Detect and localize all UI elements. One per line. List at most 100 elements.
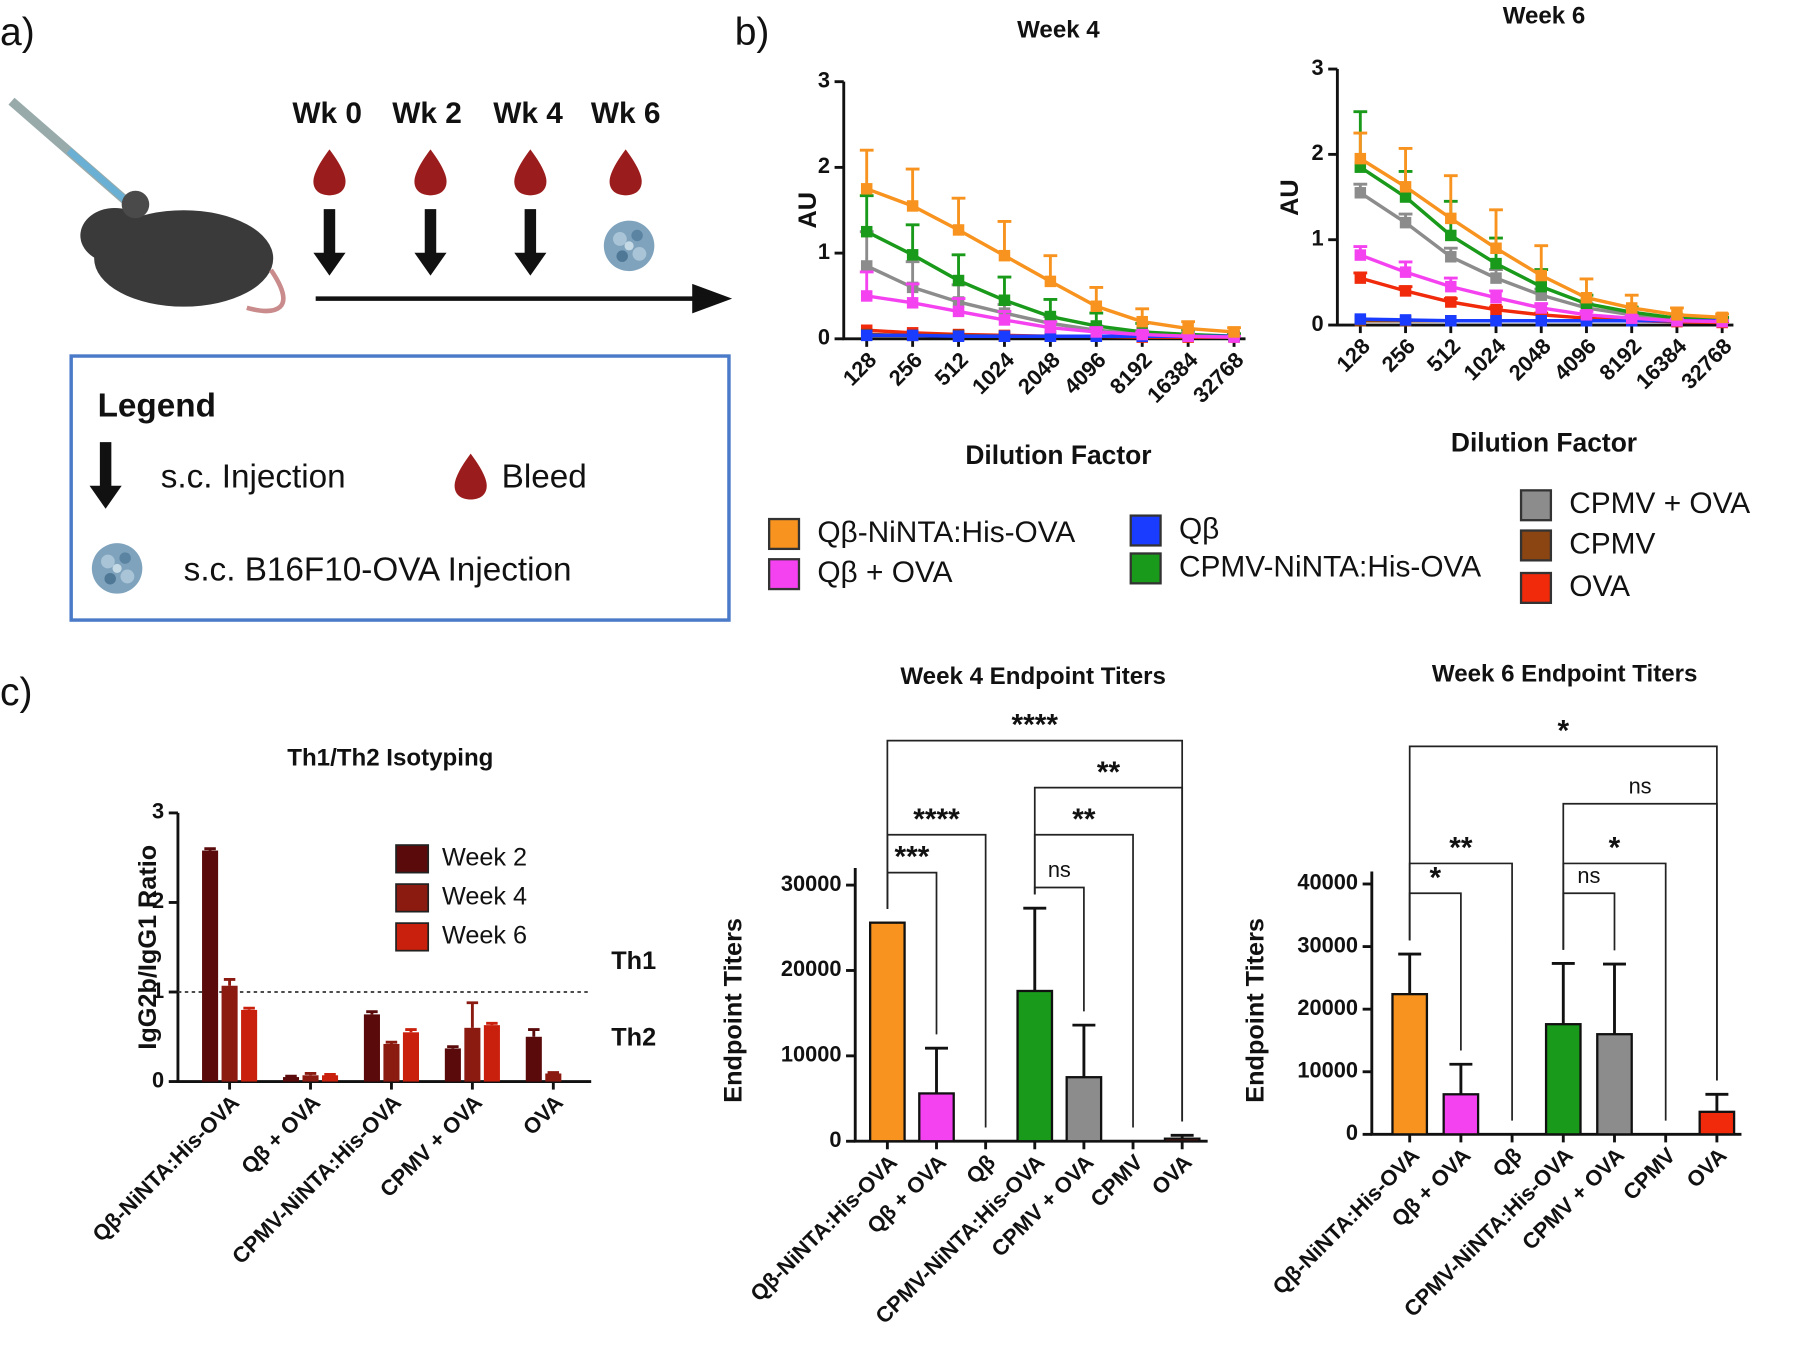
bar	[282, 1077, 300, 1082]
y-tick-label: 20000	[1297, 995, 1358, 1020]
data-point	[1044, 321, 1057, 334]
legend-swatch	[767, 517, 801, 551]
data-point	[1044, 310, 1057, 323]
injection-arrow	[514, 209, 547, 276]
data-point	[1136, 315, 1148, 328]
data-point	[1354, 272, 1367, 284]
bar	[483, 1025, 500, 1082]
data-point	[1445, 251, 1457, 263]
x-tick-label: 32768	[1676, 333, 1737, 394]
data-point	[1535, 289, 1547, 301]
significance-label: **	[1449, 832, 1473, 865]
legend-text: s.c. B16F10-OVA Injection	[184, 552, 572, 589]
error-bar	[405, 1028, 417, 1033]
data-point	[1535, 309, 1547, 321]
error-bar	[466, 1001, 479, 1028]
injection-arrow	[313, 209, 346, 276]
timeline-arrow	[315, 283, 733, 314]
legend-title: Legend	[98, 387, 216, 424]
y-axis-label: IgG2b/IgG1 Ratio	[134, 845, 162, 1050]
y-tick-label: 10000	[781, 1042, 842, 1067]
panel-label: a)	[0, 11, 35, 54]
data-point	[1671, 315, 1683, 327]
data-point	[1354, 313, 1367, 325]
bar	[302, 1075, 319, 1082]
data-point	[952, 305, 965, 318]
data-point	[1445, 315, 1457, 327]
x-tick-label: 128	[1331, 333, 1374, 376]
y-tick-label: 2	[152, 888, 164, 913]
significance-label: *	[1557, 714, 1569, 747]
mouse-illustration	[8, 97, 286, 314]
data-point	[1354, 152, 1367, 165]
x-tick-label: 16384	[1631, 333, 1692, 394]
week-label: Wk 4	[493, 97, 563, 130]
bar	[1016, 989, 1054, 1143]
error-bar	[204, 847, 216, 851]
x-tick-label: Qβ	[961, 1150, 1000, 1189]
week-label: Wk 6	[591, 97, 661, 130]
bar	[918, 1092, 955, 1143]
error-bar	[1489, 208, 1503, 249]
legend-swatch	[395, 883, 430, 913]
x-tick-label: 128	[838, 347, 881, 390]
chart-title: Week 6 Endpoint Titers	[1432, 661, 1698, 688]
legend-label: Week 2	[442, 844, 527, 872]
error-bar	[1449, 1062, 1473, 1095]
data-point	[998, 294, 1011, 306]
data-point	[1399, 216, 1412, 229]
significance-label: ns	[1048, 857, 1071, 882]
data-point	[1490, 272, 1502, 284]
y-tick-label: 20000	[781, 956, 842, 981]
significance-label: ***	[895, 841, 930, 874]
y-tick-label: 40000	[1297, 870, 1358, 895]
y-tick-label: 0	[152, 1067, 164, 1092]
error-bar	[859, 194, 874, 232]
y-tick-label: 0	[818, 325, 830, 350]
data-point	[1399, 266, 1412, 278]
data-point	[1182, 330, 1194, 342]
error-bar	[925, 1046, 948, 1094]
legend-swatch	[1129, 514, 1162, 547]
y-tick-label: 1	[1311, 225, 1323, 250]
x-tick-label: Qβ-NiNTA:His-OVA	[87, 1090, 244, 1247]
data-point	[906, 329, 919, 342]
data-point	[1044, 330, 1057, 342]
data-point	[1580, 315, 1593, 327]
data-point	[952, 330, 965, 342]
legend-swatch	[1519, 571, 1553, 604]
data-point	[860, 290, 873, 302]
x-tick-label: 1024	[967, 347, 1019, 399]
y-tick-label: 3	[818, 67, 830, 92]
y-tick-label: 10000	[1297, 1058, 1358, 1083]
data-point	[860, 260, 873, 272]
tumor-icon	[603, 220, 655, 272]
data-point	[860, 225, 873, 238]
legend-label: CPMV	[1569, 527, 1655, 560]
legend-box	[69, 354, 731, 622]
data-point	[1445, 280, 1457, 293]
data-point	[1090, 326, 1103, 338]
legend-text: Bleed	[502, 459, 587, 496]
data-point	[1090, 300, 1103, 312]
x-tick-label: OVA	[1147, 1149, 1197, 1199]
legend-label: Qβ-NiNTA:His-OVA	[817, 516, 1075, 549]
error-bar	[366, 1010, 378, 1015]
x-tick-label: OVA	[518, 1090, 568, 1140]
legend-swatch	[767, 558, 801, 591]
error-bar	[1398, 146, 1413, 187]
x-tick-label: 2048	[1013, 347, 1065, 399]
error-bar	[324, 1072, 336, 1076]
data-point	[1228, 326, 1240, 338]
bleed-icon	[514, 149, 547, 196]
data-point	[906, 297, 919, 309]
chart-title: Th1/Th2 Isotyping	[287, 744, 493, 771]
data-point	[1490, 315, 1502, 327]
week-label: Wk 0	[292, 97, 362, 130]
error-bar	[905, 167, 920, 206]
data-point	[1136, 328, 1148, 341]
data-point	[1490, 242, 1502, 254]
y-axis-label: Endpoint Titers	[1242, 918, 1270, 1103]
x-axis-label: Dilution Factor	[1451, 427, 1637, 457]
